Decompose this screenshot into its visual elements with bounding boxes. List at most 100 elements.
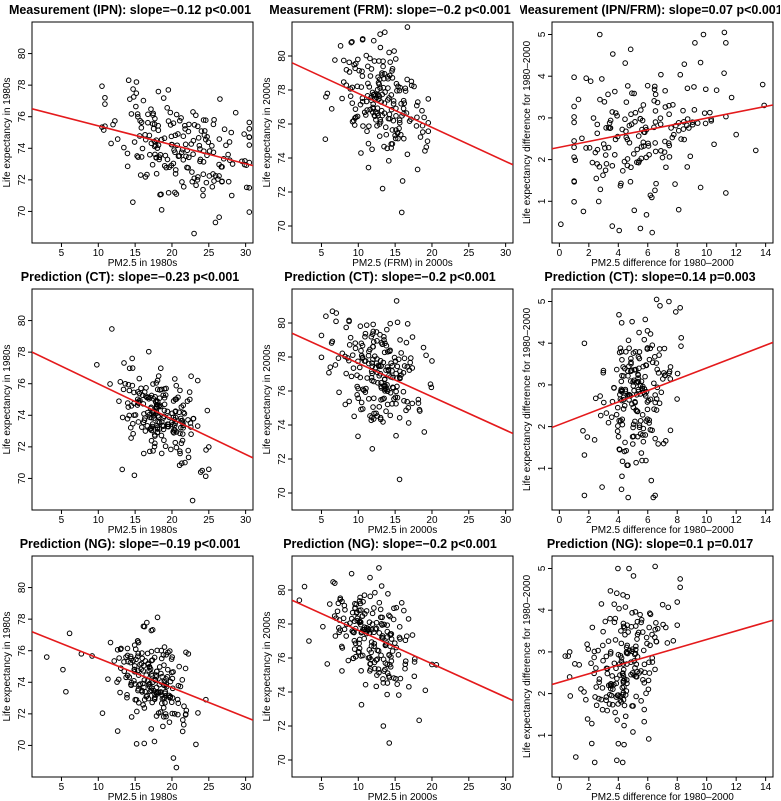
data-point: [643, 690, 649, 697]
data-point: [659, 601, 666, 608]
data-point: [185, 417, 191, 423]
data-point: [363, 52, 370, 59]
data-point: [404, 76, 410, 83]
y-tick-label: 78: [277, 618, 288, 630]
x-tick-label: 10: [93, 515, 105, 526]
chart-title: Prediction (CT): slope=−0.2 p<0.001: [284, 270, 496, 284]
chart-title: Measurement (FRM): slope=−0.2 p<0.001: [269, 3, 510, 17]
data-point: [571, 198, 577, 205]
data-point: [566, 649, 573, 655]
data-point: [643, 418, 650, 424]
data-point: [171, 429, 177, 436]
data-point: [723, 40, 729, 46]
data-point: [154, 691, 160, 697]
x-tick-label: 0: [557, 248, 563, 259]
data-point: [246, 119, 253, 126]
data-point: [630, 379, 636, 385]
panel-prediction-ng-1980s: Prediction (NG): slope=−0.19 p<0.001 5 10 1…: [0, 534, 260, 801]
data-point: [657, 302, 663, 309]
data-point: [393, 604, 400, 611]
data-point: [370, 404, 376, 410]
y-tick-label: 2: [537, 423, 548, 429]
data-point: [605, 91, 611, 98]
data-point: [356, 640, 362, 647]
y-tick-label: 74: [277, 686, 288, 698]
data-point: [592, 395, 599, 402]
data-point: [149, 161, 156, 168]
data-point: [181, 410, 188, 417]
data-point: [177, 683, 184, 690]
data-point: [338, 643, 345, 650]
data-point: [246, 184, 253, 191]
data-point: [366, 84, 373, 90]
data-point: [626, 122, 633, 129]
data-point: [628, 367, 635, 374]
data-point: [615, 740, 622, 747]
data-point: [701, 110, 708, 116]
data-point: [128, 679, 135, 686]
x-tick-label: 5: [319, 782, 325, 793]
data-point: [702, 86, 709, 93]
data-point: [638, 619, 644, 626]
data-point: [593, 665, 599, 671]
data-point: [622, 60, 629, 66]
data-point: [380, 84, 387, 91]
data-point: [600, 172, 606, 179]
x-axis-label: PM2.5 difference for 1980–2000: [591, 258, 734, 267]
data-point: [352, 345, 359, 352]
data-point: [138, 119, 145, 126]
data-point: [593, 684, 600, 690]
data-point: [130, 430, 136, 437]
data-point: [128, 714, 135, 720]
data-point: [621, 702, 628, 709]
data-point: [636, 670, 643, 676]
x-axis-label: PM2.5 difference for 1980–2000: [591, 525, 734, 534]
data-point: [195, 135, 202, 141]
data-point: [373, 410, 379, 417]
data-point: [166, 719, 173, 725]
y-tick-label: 70: [17, 205, 28, 217]
x-tick-label: 15: [130, 515, 142, 526]
data-point: [115, 676, 122, 683]
data-point: [131, 139, 138, 145]
data-point: [576, 662, 582, 668]
data-point: [641, 661, 648, 668]
data-point: [621, 741, 627, 748]
data-point: [358, 150, 364, 156]
data-point: [632, 418, 638, 425]
data-point: [607, 125, 613, 131]
data-point: [156, 664, 163, 670]
data-point: [636, 424, 643, 431]
data-point: [622, 439, 628, 446]
data-point: [225, 151, 231, 158]
data-point: [228, 192, 235, 199]
data-point: [354, 113, 361, 120]
data-point: [612, 136, 619, 143]
data-point: [354, 372, 360, 379]
data-point: [428, 384, 435, 391]
data-point: [376, 363, 382, 370]
data-point: [202, 473, 209, 480]
data-point: [124, 163, 131, 170]
x-tick-label: 20: [426, 248, 438, 259]
data-point: [658, 71, 664, 78]
data-point: [625, 373, 631, 379]
data-point: [362, 333, 368, 340]
data-point: [633, 661, 640, 668]
data-point: [116, 655, 122, 661]
data-point: [620, 696, 627, 703]
data-point: [644, 82, 651, 89]
data-point: [384, 326, 390, 333]
data-point: [635, 133, 642, 139]
data-point: [395, 692, 402, 698]
data-point: [326, 601, 333, 607]
data-point: [644, 328, 651, 334]
data-point: [361, 626, 367, 633]
data-point: [345, 657, 352, 664]
x-tick-label: 5: [59, 515, 65, 526]
data-point: [652, 399, 659, 406]
data-point: [628, 623, 635, 630]
data-point: [605, 638, 612, 644]
data-point: [145, 111, 151, 118]
x-tick-label: 15: [390, 782, 402, 793]
